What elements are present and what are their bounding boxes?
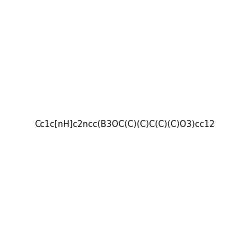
Text: Cc1c[nH]c2ncc(B3OC(C)(C)C(C)(C)O3)cc12: Cc1c[nH]c2ncc(B3OC(C)(C)C(C)(C)O3)cc12 [35,120,215,130]
